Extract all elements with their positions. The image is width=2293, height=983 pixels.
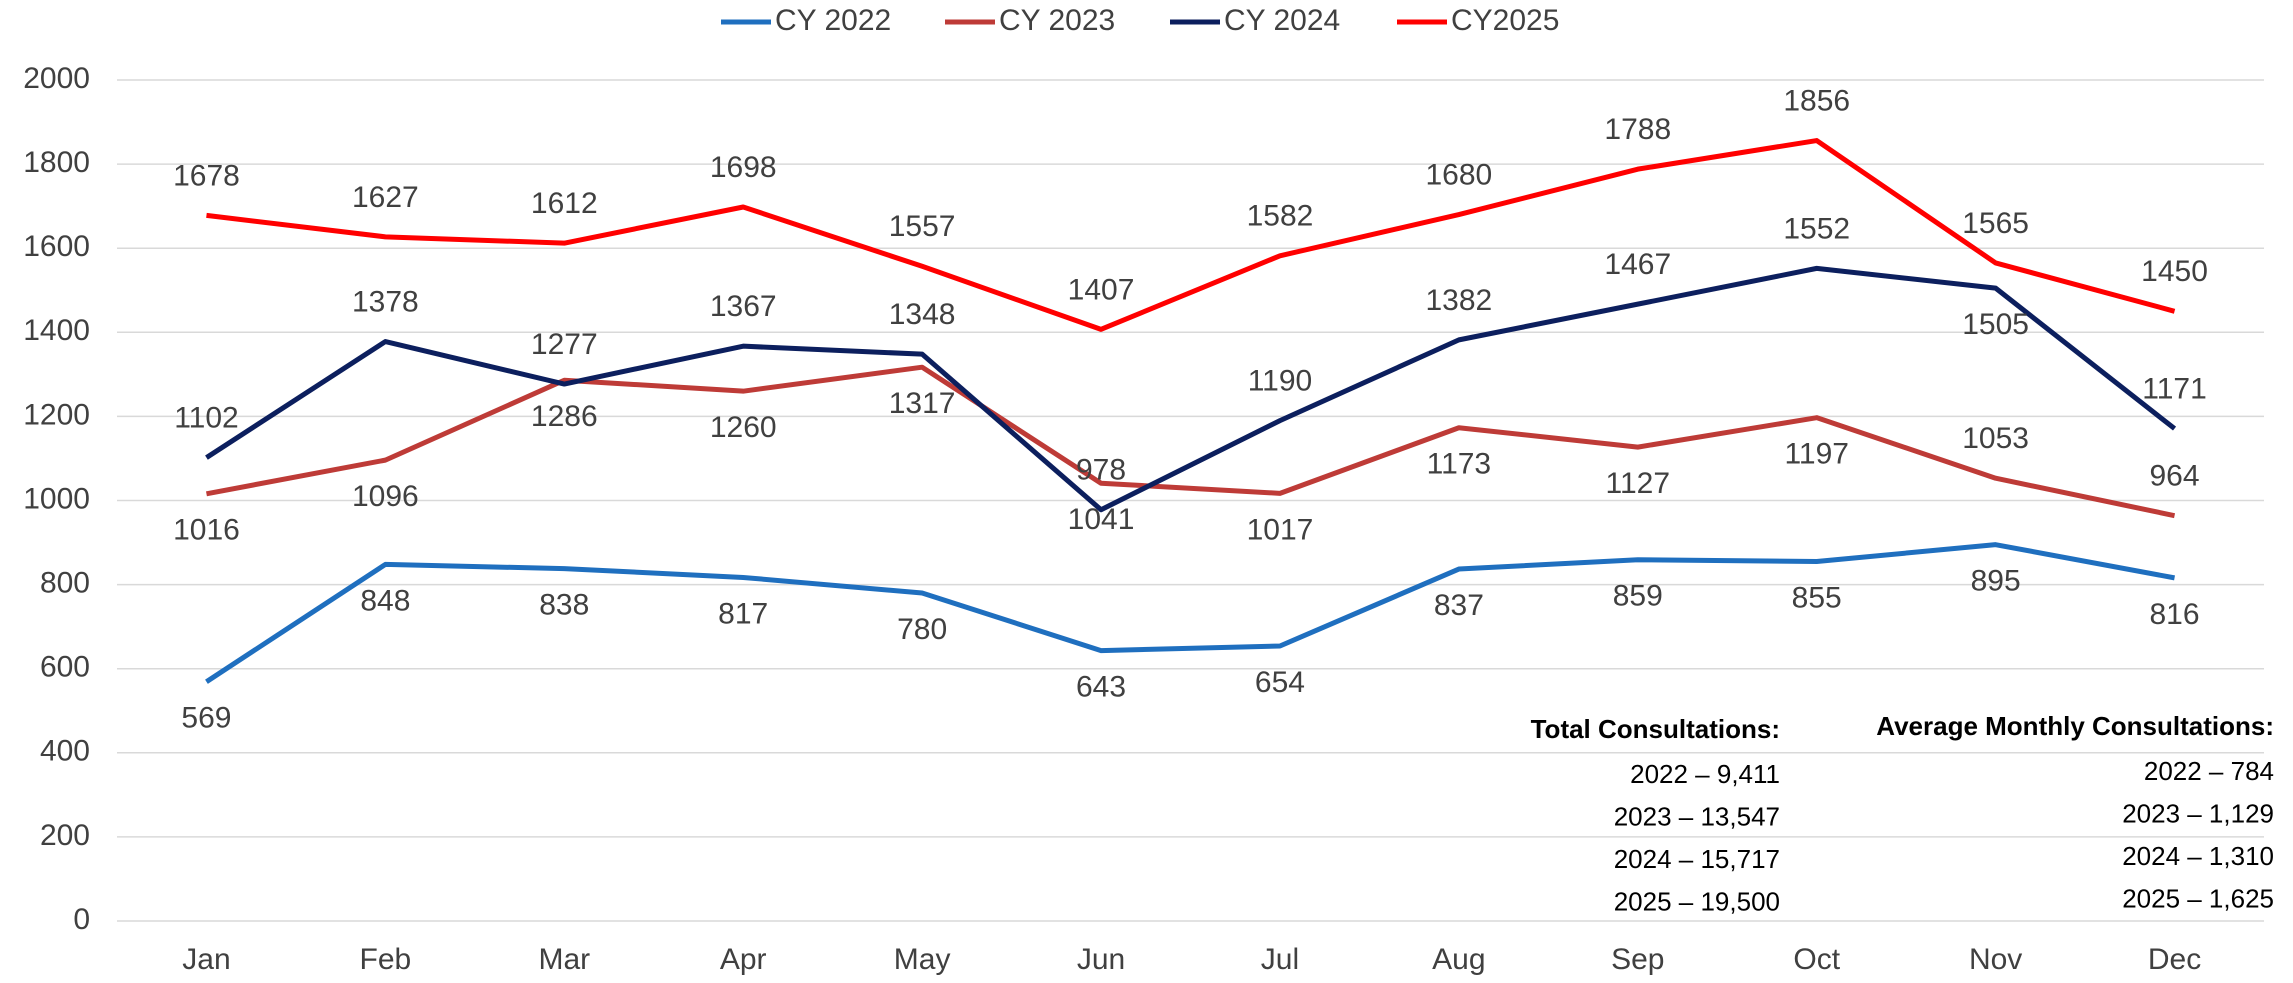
data-label: 1557 (889, 210, 956, 243)
annotation-title: Total Consultations: (1531, 714, 1780, 744)
data-label: 654 (1255, 666, 1305, 699)
legend-label: CY2025 (1451, 4, 1559, 37)
y-tick-label: 1600 (23, 230, 90, 263)
data-label: 1096 (352, 480, 419, 513)
annotation-line: 2022 – 784 (2144, 756, 2274, 786)
data-label: 1582 (1247, 200, 1314, 233)
data-label: 848 (360, 584, 410, 617)
x-tick-label: Feb (360, 943, 412, 976)
y-tick-label: 1400 (23, 314, 90, 347)
x-tick-label: Oct (1793, 943, 1840, 976)
data-label: 838 (539, 589, 589, 622)
data-label: 978 (1076, 454, 1126, 487)
y-tick-label: 1200 (23, 398, 90, 431)
data-label: 837 (1434, 589, 1484, 622)
annotation-line: 2024 – 15,717 (1614, 844, 1780, 874)
legend-label: CY 2022 (775, 4, 891, 37)
y-tick-label: 1000 (23, 482, 90, 515)
data-label: 859 (1613, 580, 1663, 613)
annotation-line: 2023 – 13,547 (1614, 801, 1780, 831)
data-label: 895 (1971, 565, 2021, 598)
data-label: 1450 (2141, 255, 2208, 288)
data-label: 855 (1792, 581, 1842, 614)
data-label: 1260 (710, 411, 777, 444)
data-label: 1612 (531, 187, 598, 220)
data-label: 1552 (1783, 212, 1850, 245)
data-label: 1277 (531, 328, 598, 361)
data-label: 1286 (531, 400, 598, 433)
annotation-line: 2023 – 1,129 (2122, 798, 2274, 828)
data-label: 1053 (1962, 422, 2029, 455)
data-label: 1678 (173, 159, 240, 192)
annotation-line: 2022 – 9,411 (1630, 759, 1780, 789)
x-tick-label: Sep (1611, 943, 1664, 976)
series-line (205, 265, 2177, 513)
legend-label: CY 2023 (999, 4, 1115, 37)
x-tick-label: Aug (1432, 943, 1485, 976)
data-label: 1627 (352, 181, 419, 214)
data-label: 1348 (889, 298, 956, 331)
annotation-title: Average Monthly Consultations: (1876, 711, 2274, 741)
y-tick-label: 200 (40, 819, 90, 852)
annotation-line: 2025 – 1,625 (2122, 883, 2274, 913)
data-label: 569 (181, 702, 231, 735)
legend-label: CY 2024 (1224, 4, 1340, 37)
data-label: 1197 (1784, 438, 1849, 471)
data-label: 816 (2150, 598, 2200, 631)
x-tick-label: Dec (2148, 943, 2201, 976)
data-label: 1016 (173, 514, 240, 547)
y-tick-label: 400 (40, 735, 90, 768)
data-label: 1127 (1606, 467, 1671, 500)
data-label: 1680 (1426, 158, 1493, 191)
data-label: 1698 (710, 151, 777, 184)
x-tick-label: Apr (720, 943, 767, 976)
x-tick-label: Jul (1261, 943, 1299, 976)
series-line (205, 542, 2175, 684)
data-label: 1367 (710, 290, 777, 323)
data-label: 964 (2150, 460, 2200, 493)
annotation-line: 2024 – 1,310 (2122, 841, 2274, 871)
data-label: 1788 (1604, 113, 1671, 146)
x-tick-label: Mar (538, 943, 590, 976)
y-tick-label: 600 (40, 651, 90, 684)
data-label: 1565 (1962, 207, 2029, 240)
x-tick-label: May (894, 943, 951, 976)
data-label: 817 (718, 597, 768, 630)
series-line (206, 138, 2176, 332)
data-label: 1505 (1962, 308, 2029, 341)
y-tick-label: 1800 (23, 146, 90, 179)
y-tick-label: 800 (40, 567, 90, 600)
data-label: 1017 (1247, 513, 1314, 546)
y-tick-label: 0 (73, 903, 90, 936)
data-label: 643 (1076, 671, 1126, 704)
data-label: 1382 (1426, 284, 1493, 317)
data-label: 1378 (352, 285, 419, 318)
x-tick-label: Jun (1077, 943, 1125, 976)
x-tick-label: Jan (182, 943, 230, 976)
series-line (205, 364, 2176, 519)
data-label: 780 (897, 613, 947, 646)
data-label: 1317 (889, 387, 956, 420)
data-label: 1856 (1783, 84, 1850, 117)
data-label: 1102 (174, 402, 239, 435)
data-label: 1467 (1604, 248, 1671, 281)
x-tick-label: Nov (1969, 943, 2022, 976)
data-label: 1173 (1427, 448, 1492, 481)
data-label: 1190 (1248, 365, 1313, 398)
data-label: 1407 (1068, 273, 1135, 306)
data-label: 1171 (2142, 373, 2207, 406)
y-tick-label: 2000 (23, 62, 90, 95)
annotation-line: 2025 – 19,500 (1614, 886, 1780, 916)
